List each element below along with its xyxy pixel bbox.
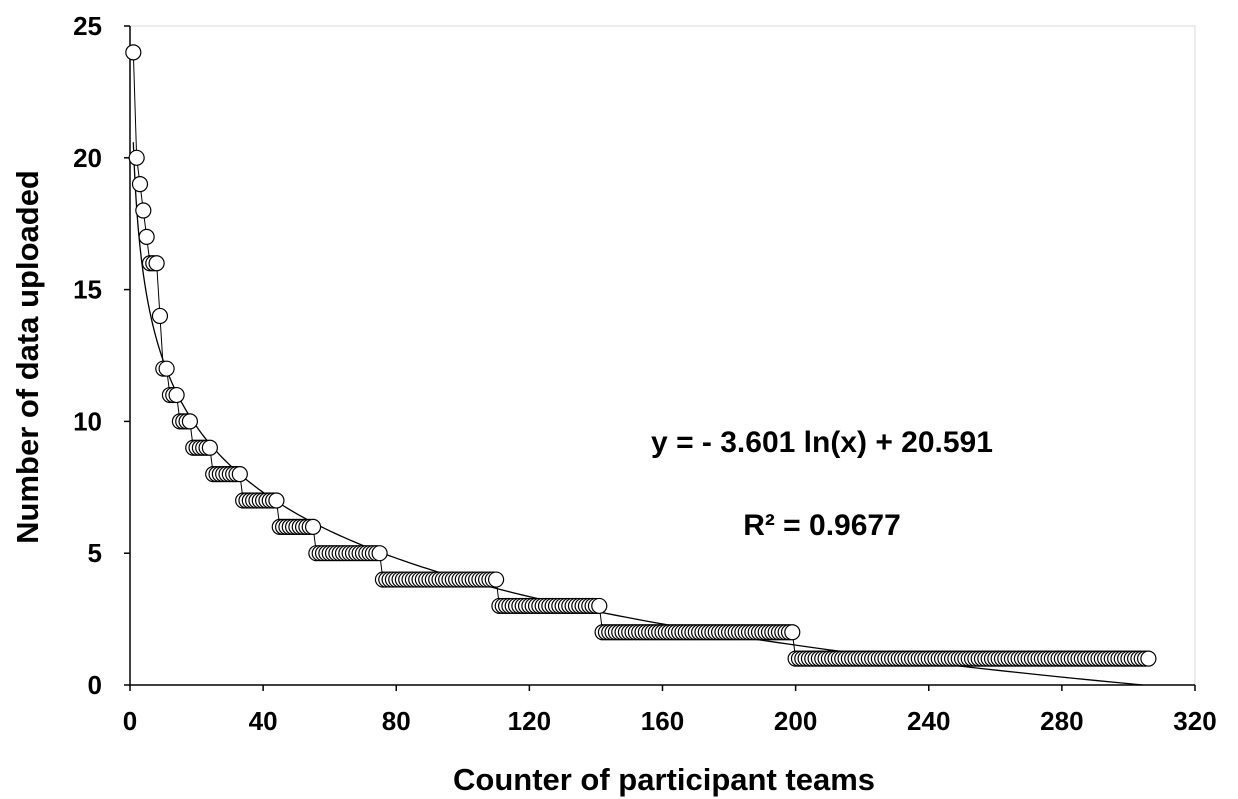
tick-labels: 0 40 80 120 160 200 240 280 320 0 5 10 15 20 25 [73,11,1217,736]
data-point [125,44,142,61]
data-point [784,624,801,641]
data-point [487,571,505,588]
x-tick-label: 80 [382,706,411,736]
trendline-equation: y = - 3.601 ln(x) + 20.591 [651,426,993,459]
data-point [131,176,149,193]
data-point [151,307,169,325]
data-point [1140,650,1157,667]
data-point [168,386,185,404]
y-tick-label: 15 [73,275,102,305]
y-tick-label: 20 [73,143,102,173]
data-point [181,413,199,430]
x-tick-label: 200 [774,706,817,736]
data-point [138,228,155,245]
r-squared-label: R² = 0.9677 [743,509,901,542]
y-tick-label: 5 [88,538,102,568]
data-point [201,439,218,456]
data-point [128,149,145,166]
axes [124,25,1196,691]
x-tick-label: 160 [641,706,684,736]
y-tick-label: 25 [73,11,102,41]
data-point [148,255,165,272]
data-point [158,360,175,377]
data-point [591,597,608,615]
data-points [125,44,1157,667]
x-axis-title: Counter of participant teams [453,762,875,797]
data-point [304,518,322,535]
data-point [231,466,248,483]
data-point [268,492,285,509]
x-tick-label: 0 [123,706,137,736]
x-tick-label: 120 [508,706,551,736]
y-tick-label: 0 [88,670,102,700]
y-tick-label: 10 [73,406,102,436]
x-tick-label: 240 [907,706,950,736]
y-axis-title: Number of data uploaded [10,170,45,544]
x-tick-label: 280 [1040,706,1083,736]
x-tick-label: 320 [1173,706,1216,736]
data-point [135,202,152,219]
data-point [371,545,388,562]
x-tick-label: 40 [249,706,278,736]
